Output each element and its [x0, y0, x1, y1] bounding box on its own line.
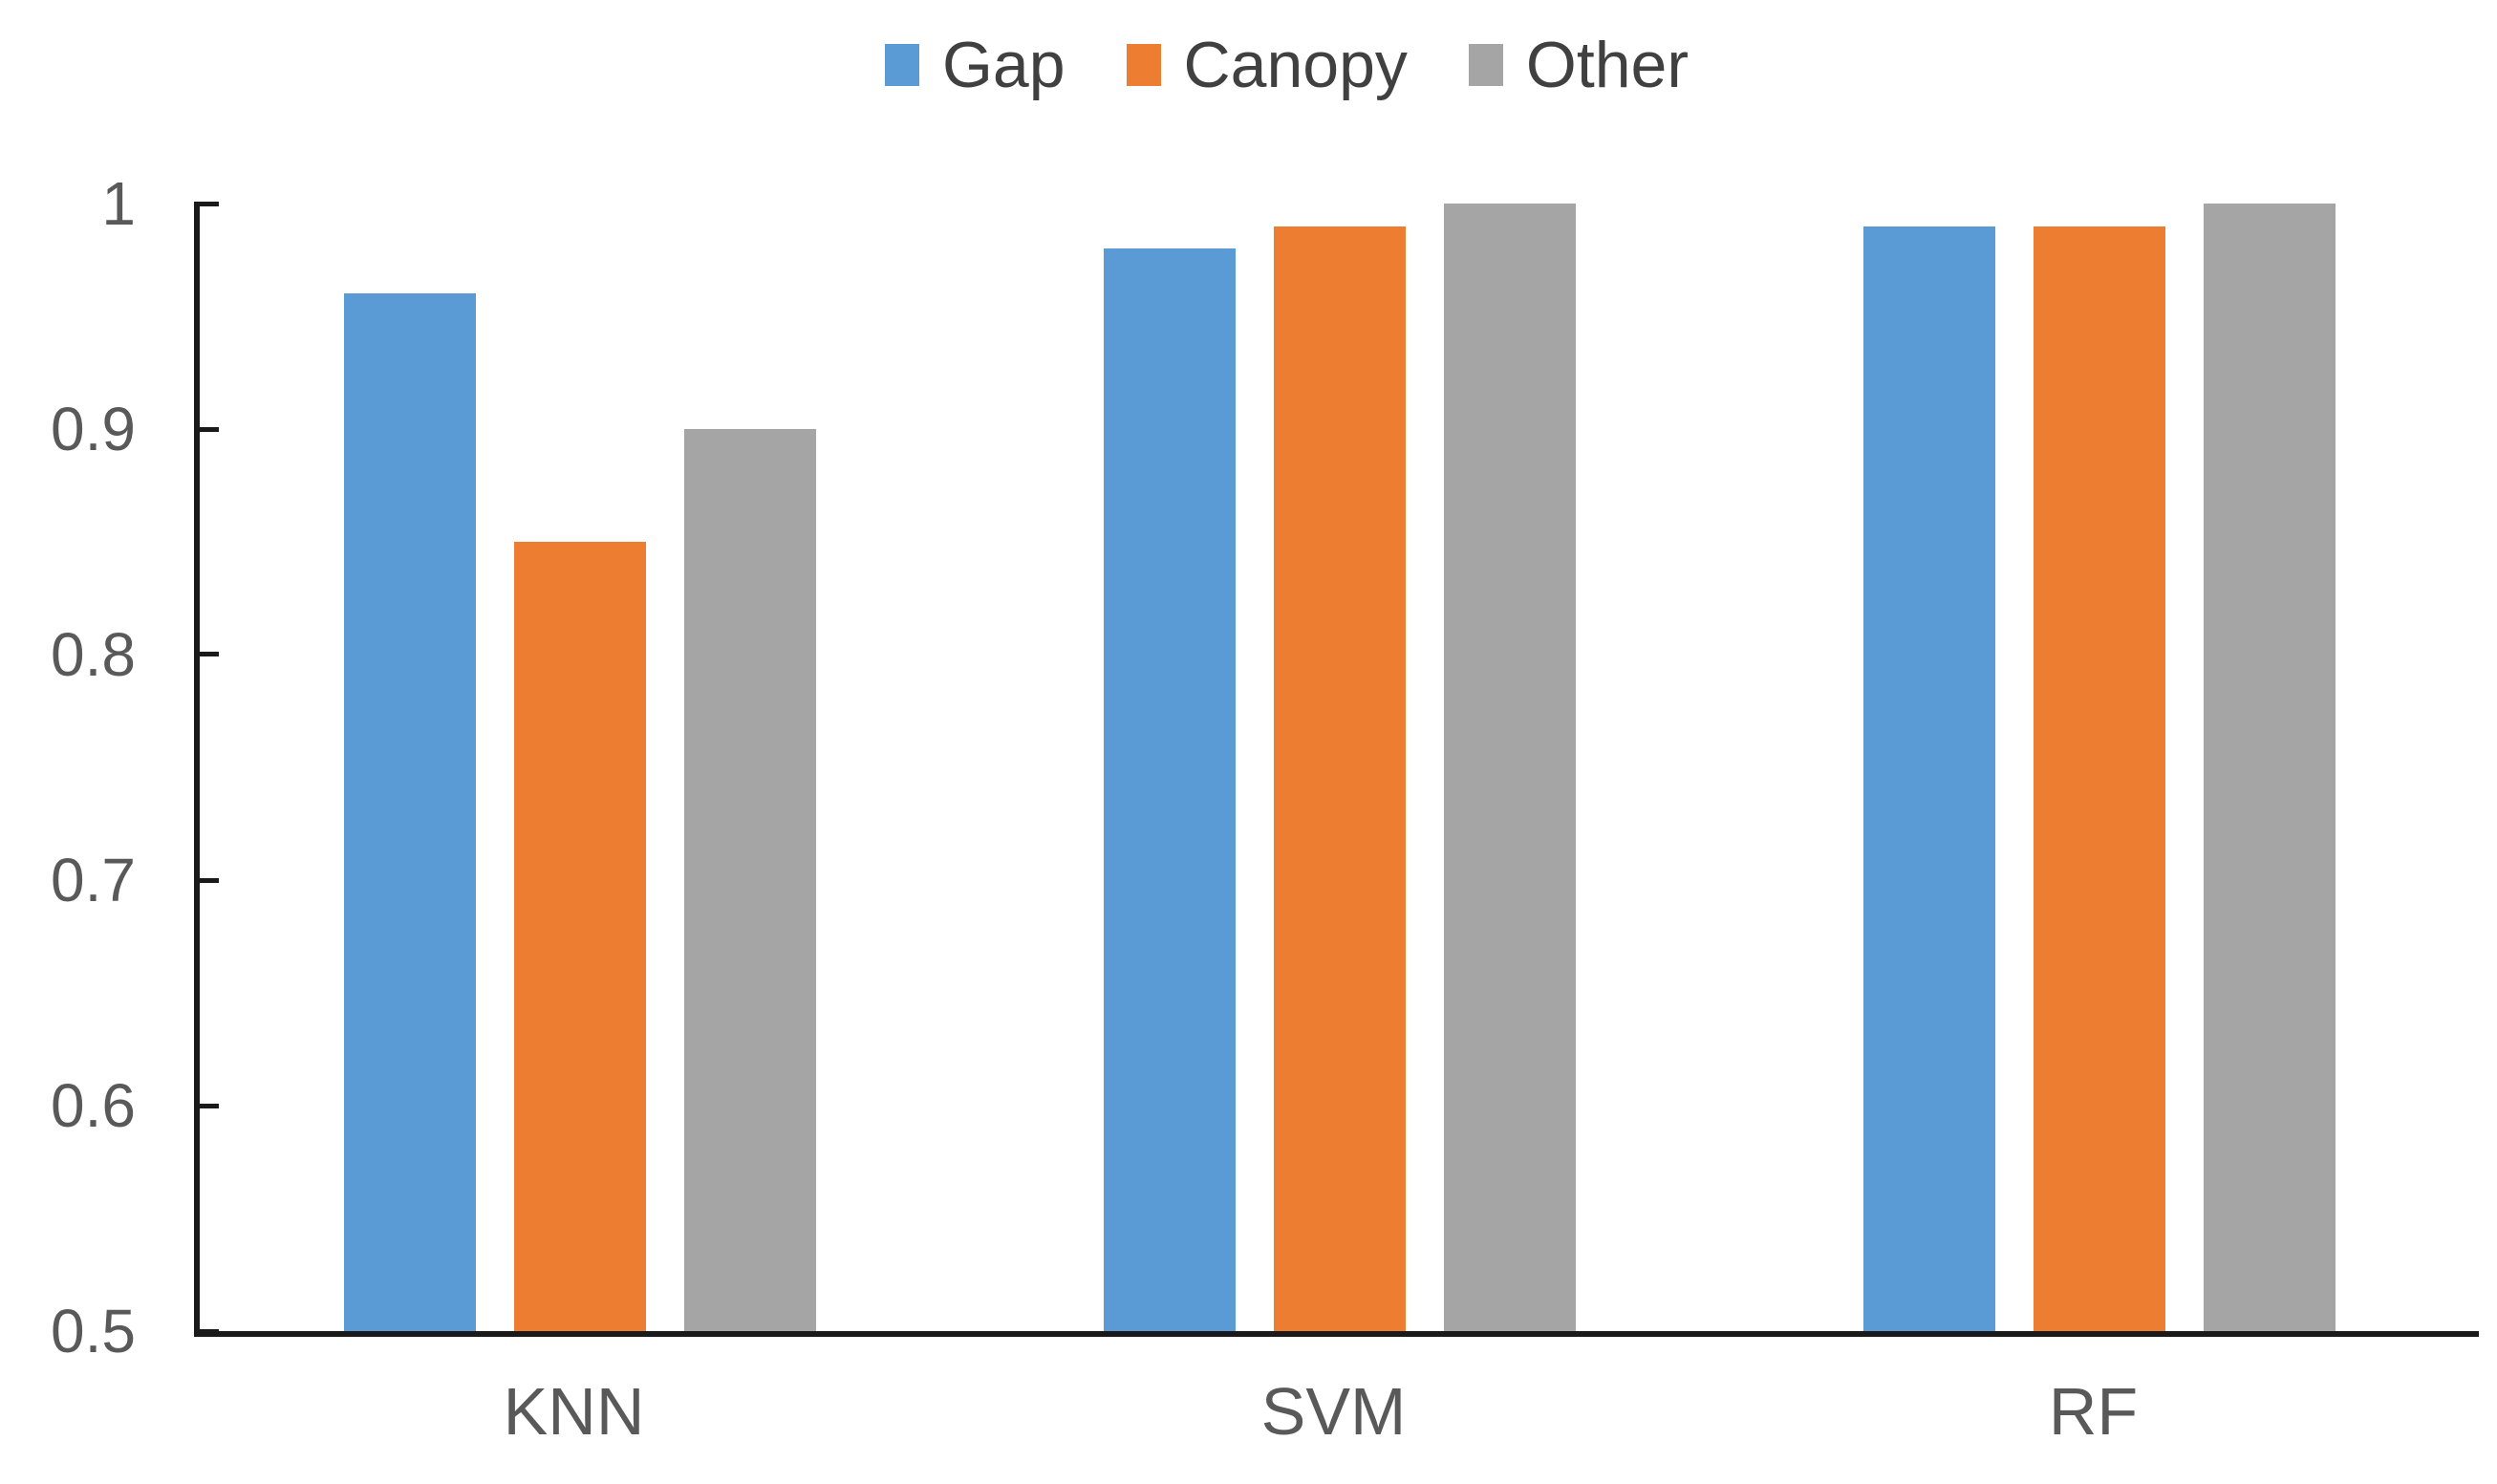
- bar-gap-rf: [1862, 226, 1995, 1331]
- y-axis-tick: [194, 1329, 219, 1334]
- bar-other-knn: [683, 429, 816, 1331]
- bar-canopy-knn: [513, 542, 646, 1331]
- y-axis-tick-label: 0.7: [51, 846, 136, 914]
- x-axis-label-knn: KNN: [503, 1374, 645, 1449]
- square-icon: [1468, 44, 1503, 86]
- bar-other-rf: [2203, 204, 2336, 1331]
- bar-canopy-rf: [2033, 226, 2165, 1331]
- plot-area: [194, 204, 2479, 1337]
- legend: Gap Canopy Other: [38, 21, 2497, 109]
- square-icon: [885, 44, 919, 86]
- legend-item-gap: Gap: [885, 21, 1066, 109]
- x-axis-label-svm: SVM: [1260, 1374, 1407, 1449]
- legend-item-canopy: Canopy: [1126, 21, 1408, 109]
- y-axis-tick: [194, 652, 219, 656]
- legend-label: Gap: [942, 29, 1066, 101]
- y-axis-tick-label: 0.6: [51, 1071, 136, 1140]
- bar-gap-knn: [343, 293, 476, 1331]
- y-axis-tick-label: 0.5: [51, 1297, 136, 1366]
- y-axis-tick: [194, 1104, 219, 1108]
- y-axis-tick-label: 0.9: [51, 395, 136, 463]
- y-axis-tick: [194, 202, 219, 206]
- y-axis-tick: [194, 427, 219, 432]
- bar-other-svm: [1443, 204, 1576, 1331]
- bar-gap-svm: [1103, 248, 1236, 1331]
- square-icon: [1126, 44, 1161, 86]
- legend-label: Other: [1525, 29, 1689, 101]
- y-axis-tick-label: 0.8: [51, 620, 136, 689]
- y-axis-tick: [194, 878, 219, 883]
- y-axis-tick-label: 1: [101, 169, 136, 238]
- x-axis-label-rf: RF: [2048, 1374, 2139, 1449]
- legend-label: Canopy: [1183, 29, 1408, 101]
- bar-canopy-svm: [1273, 226, 1406, 1331]
- legend-item-other: Other: [1468, 21, 1689, 109]
